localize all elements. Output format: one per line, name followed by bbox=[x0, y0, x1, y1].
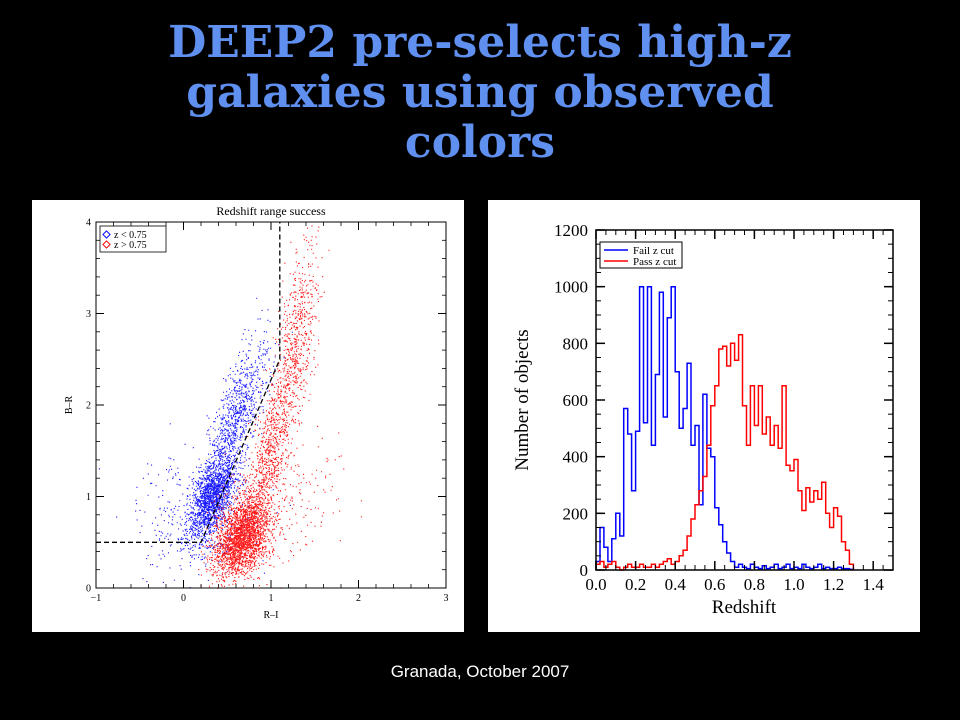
histogram-y-tick-label: 400 bbox=[563, 448, 589, 467]
histogram-series-fail-line bbox=[595, 285, 855, 571]
scatter-points bbox=[98, 225, 362, 589]
scatter-x-tick-label: 3 bbox=[444, 593, 449, 604]
histogram-series-pass-line bbox=[595, 334, 855, 571]
scatter-title: Redshift range success bbox=[216, 204, 326, 218]
scatter-x-tick-label: 2 bbox=[356, 593, 361, 604]
scatter-legend-marker-low-z bbox=[102, 230, 111, 239]
slide-footer: Granada, October 2007 bbox=[390, 662, 570, 681]
scatter-y-tick-label: 1 bbox=[86, 492, 91, 503]
scatter-y-tick-label: 0 bbox=[86, 584, 91, 595]
scatter-x-tick-label: −1 bbox=[91, 593, 102, 604]
scatter-chart-panel: −1 0 1 2 3 0 1 2 3 4 Redshift range success R–I B… bbox=[32, 200, 464, 632]
title-line-2: galaxies using observed bbox=[186, 67, 774, 118]
scatter-x-axis-label: R–I bbox=[264, 610, 279, 621]
histogram-y-axis-label: Number of objects bbox=[512, 329, 533, 470]
histogram-x-tick-label: 0.2 bbox=[625, 575, 646, 594]
scatter-y-axis-label: B–R bbox=[64, 396, 75, 415]
scatter-y-tick-label: 3 bbox=[86, 309, 91, 320]
histogram-legend-label-pass: Pass z cut bbox=[633, 256, 676, 268]
histogram-x-tick-label: 1.0 bbox=[783, 575, 804, 594]
scatter-y-tick-label: 4 bbox=[86, 218, 91, 229]
histogram-x-tick-label: 0.4 bbox=[665, 575, 687, 594]
histogram-y-tick-label: 1000 bbox=[554, 278, 588, 297]
slide-title: DEEP2 pre-selects high-z galaxies using … bbox=[0, 18, 960, 168]
scatter-y-tick-label: 2 bbox=[86, 401, 91, 412]
title-line-1: DEEP2 pre-selects high-z bbox=[168, 17, 792, 68]
scatter-cut-lines bbox=[96, 222, 281, 543]
histogram-x-tick-label: 0.8 bbox=[744, 575, 765, 594]
histogram-chart: 0.0 0.2 0.4 0.6 0.8 1.0 1.2 1.4 0 200 400 600 800 100… bbox=[512, 221, 894, 618]
scatter-legend-label-high-z: z > 0.75 bbox=[114, 240, 147, 251]
histogram-series bbox=[595, 285, 855, 571]
scatter-x-tick-label: 0 bbox=[181, 593, 186, 604]
scatter-legend-label-low-z: z < 0.75 bbox=[114, 230, 147, 241]
histogram-legend-label-fail: Fail z cut bbox=[633, 245, 674, 257]
histogram-x-tick-label: 1.4 bbox=[863, 575, 885, 594]
histogram-x-tick-label: 0.0 bbox=[585, 575, 606, 594]
histogram-x-tick-label: 0.6 bbox=[704, 575, 725, 594]
histogram-chart-panel: 0.0 0.2 0.4 0.6 0.8 1.0 1.2 1.4 0 200 400 600 800 100… bbox=[488, 200, 920, 632]
scatter-legend-box bbox=[99, 225, 167, 253]
scatter-color-cut-line bbox=[96, 222, 281, 543]
scatter-x-tick-label: 1 bbox=[269, 593, 274, 604]
scatter-legend: z < 0.75 z > 0.75 bbox=[99, 225, 167, 253]
scatter-series-high-z-points bbox=[198, 225, 362, 589]
histogram-y-tick-label: 800 bbox=[563, 334, 589, 353]
histogram-y-tick-label: 0 bbox=[580, 561, 589, 580]
histogram-y-tick-label: 600 bbox=[563, 391, 589, 410]
title-line-3: colors bbox=[404, 117, 556, 168]
histogram-plot-frame bbox=[595, 229, 894, 571]
scatter-series-low-z-points bbox=[98, 297, 293, 589]
histogram-legend: Fail z cut Pass z cut bbox=[599, 241, 683, 269]
histogram-legend-box bbox=[599, 241, 683, 269]
histogram-y-tick-label: 200 bbox=[563, 504, 589, 523]
histogram-y-tick-label: 1200 bbox=[554, 221, 588, 240]
histogram-ticks: 0.0 0.2 0.4 0.6 0.8 1.0 1.2 1.4 0 200 400 600 800 100… bbox=[554, 221, 894, 594]
histogram-x-tick-label: 1.2 bbox=[823, 575, 844, 594]
histogram-x-axis-label: Redshift bbox=[712, 597, 777, 618]
scatter-legend-marker-high-z bbox=[102, 240, 111, 249]
